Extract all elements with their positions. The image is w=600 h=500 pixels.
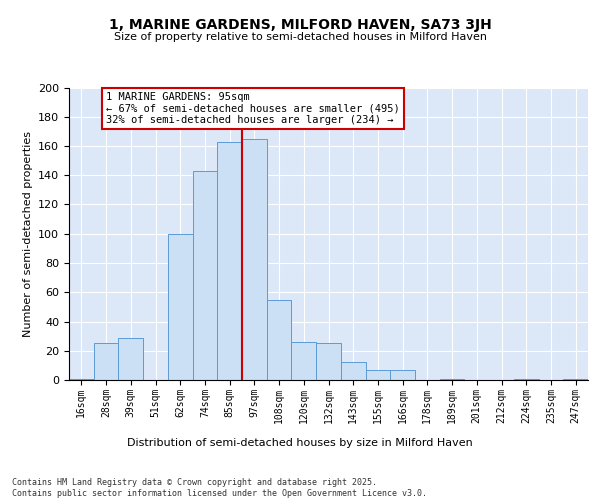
Bar xyxy=(267,300,292,380)
Text: Size of property relative to semi-detached houses in Milford Haven: Size of property relative to semi-detach… xyxy=(113,32,487,42)
Bar xyxy=(217,142,242,380)
Bar xyxy=(94,344,118,380)
Bar xyxy=(168,234,193,380)
Bar xyxy=(563,378,588,380)
Bar xyxy=(193,171,217,380)
Bar xyxy=(341,362,365,380)
Bar xyxy=(514,378,539,380)
Bar xyxy=(390,370,415,380)
Text: Distribution of semi-detached houses by size in Milford Haven: Distribution of semi-detached houses by … xyxy=(127,438,473,448)
Bar xyxy=(118,338,143,380)
Bar xyxy=(69,378,94,380)
Bar xyxy=(316,344,341,380)
Text: 1 MARINE GARDENS: 95sqm
← 67% of semi-detached houses are smaller (495)
32% of s: 1 MARINE GARDENS: 95sqm ← 67% of semi-de… xyxy=(106,92,400,125)
Bar xyxy=(292,342,316,380)
Y-axis label: Number of semi-detached properties: Number of semi-detached properties xyxy=(23,130,32,337)
Text: Contains HM Land Registry data © Crown copyright and database right 2025.
Contai: Contains HM Land Registry data © Crown c… xyxy=(12,478,427,498)
Bar xyxy=(242,138,267,380)
Bar xyxy=(365,370,390,380)
Text: 1, MARINE GARDENS, MILFORD HAVEN, SA73 3JH: 1, MARINE GARDENS, MILFORD HAVEN, SA73 3… xyxy=(109,18,491,32)
Bar xyxy=(440,378,464,380)
